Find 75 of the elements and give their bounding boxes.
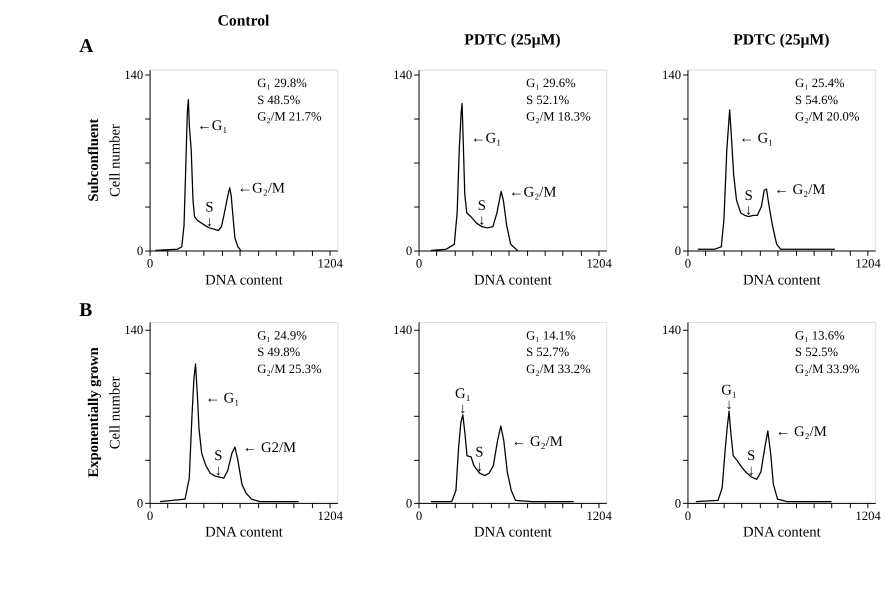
- annotation: S 49.8%: [257, 345, 301, 360]
- annotation: G₁ 14.1%: [526, 328, 576, 343]
- annotation: ← G₁: [205, 390, 240, 406]
- y-tick-label: 140: [393, 322, 412, 337]
- annotation: ← G₂/M: [776, 424, 827, 440]
- annotation: G₁ 25.4%: [795, 76, 846, 90]
- y-tick-label: 0: [406, 496, 412, 510]
- y-tick-label: 0: [406, 244, 412, 258]
- y-tick-label: 140: [662, 68, 682, 82]
- y-axis-title: Cell number: [107, 124, 124, 198]
- y-tick-label: 140: [662, 322, 682, 337]
- x-axis-title: DNA content: [205, 272, 283, 288]
- annotation: G₁ 29.8%: [257, 76, 308, 90]
- annotation: G₁ 13.6%: [795, 328, 846, 343]
- x-tick-label: 0: [146, 508, 154, 523]
- annotation: S 48.5%: [257, 92, 301, 107]
- annotation: S ↓: [475, 444, 484, 476]
- annotation: S ↓: [478, 198, 486, 229]
- x-axis-title: DNA content: [742, 524, 821, 541]
- annotation: S 52.1%: [526, 92, 570, 107]
- x-tick-label: 0: [684, 508, 692, 523]
- annotation: ←G₁: [470, 130, 502, 146]
- annotation: ←G₂/M: [508, 184, 556, 200]
- annotation: ← G₂/M: [512, 434, 563, 450]
- text: A: [79, 36, 94, 58]
- chart-title: PDTC (25µM): [733, 31, 830, 48]
- annotation: S ↓: [747, 448, 756, 479]
- annotation: G₁ 29.6%: [526, 76, 576, 90]
- y-tick-label: 140: [124, 68, 144, 82]
- x-tick-label: 0: [146, 256, 154, 271]
- y-tick-label: 0: [136, 496, 144, 510]
- annotation: G₂/M 21.7%: [257, 109, 322, 124]
- annotation: G₂/M 33.2%: [526, 362, 591, 376]
- annotation: G₁ ↓: [721, 382, 737, 414]
- x-tick-label: 0: [416, 256, 422, 271]
- y-tick-label: 0: [674, 496, 682, 510]
- x-axis-title: DNA content: [474, 524, 552, 541]
- chart-title: PDTC (25µM): [464, 31, 561, 48]
- x-tick-label: 1204: [855, 256, 882, 271]
- y-axis-title: Cell number: [107, 376, 124, 450]
- y-tick-label: 140: [393, 68, 412, 82]
- annotation: S 52.7%: [526, 345, 570, 360]
- annotation: ← G2/M: [242, 440, 296, 456]
- x-tick-label: 1204: [586, 256, 613, 271]
- annotation: ←G₁: [197, 118, 228, 134]
- x-tick-label: 1204: [586, 508, 613, 523]
- x-tick-label: 1204: [855, 508, 882, 523]
- annotation: ← G₂/M: [774, 182, 826, 198]
- annotation: G₂/M 20.0%: [795, 109, 860, 124]
- y-tick-label: 0: [674, 244, 682, 258]
- annotation: ←G₂/M: [237, 180, 285, 197]
- annotation: S ↓: [214, 448, 222, 479]
- annotation: ← G₁: [739, 130, 774, 146]
- annotation: S 54.6%: [795, 92, 839, 107]
- x-tick-label: 0: [684, 256, 692, 271]
- annotation: G₂/M 33.9%: [795, 362, 860, 376]
- annotation: S 52.5%: [795, 345, 839, 360]
- x-axis-title: DNA content: [474, 272, 552, 288]
- y-tick-label: 0: [136, 244, 144, 258]
- x-tick-label: 0: [416, 508, 422, 523]
- text: Subconfluent: [86, 118, 102, 202]
- x-axis-title: DNA content: [742, 272, 821, 288]
- x-tick-label: 1204: [318, 508, 344, 523]
- annotation: S ↓: [744, 188, 753, 219]
- x-axis-title: DNA content: [205, 524, 283, 541]
- annotation: G₁ ↓: [454, 386, 471, 417]
- text: B: [79, 300, 92, 322]
- text: Exponentially grown: [86, 347, 102, 478]
- annotation: S ↓: [205, 199, 214, 230]
- annotation: G₂/M 25.3%: [257, 362, 322, 376]
- x-tick-label: 1204: [318, 256, 344, 271]
- chart-title: Control: [218, 12, 270, 30]
- annotation: G₂/M 18.3%: [526, 109, 591, 124]
- annotation: G₁ 24.9%: [257, 328, 308, 343]
- y-tick-label: 140: [124, 322, 144, 337]
